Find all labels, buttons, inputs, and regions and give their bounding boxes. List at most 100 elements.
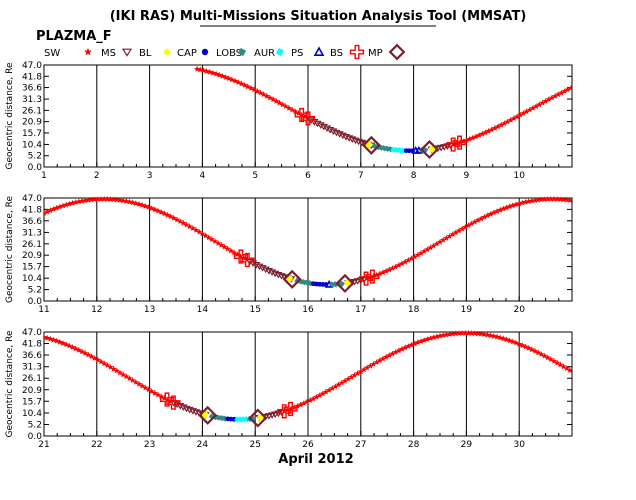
bl-point (428, 145, 436, 153)
legend: SW MS BL CAP LOBS AUR PS BS MP (44, 43, 406, 61)
y-tick-label: 10.4 (22, 409, 42, 419)
orbit-point-sw (402, 258, 409, 265)
orbit-point-sw (167, 213, 174, 220)
orbit-trace (44, 329, 572, 428)
orbit-point-sw (203, 68, 210, 74)
orbit-point-sw (85, 196, 92, 203)
mp-crossing (335, 273, 355, 293)
y-tick-label: 31.3 (22, 363, 42, 373)
orbit-point-sw (501, 120, 508, 126)
orbit-point-sw (174, 216, 181, 223)
orbit-point-sw (468, 330, 475, 336)
orbit-point-sw (297, 401, 304, 408)
orbit-point-sw (503, 204, 510, 211)
orbit-point-sw (402, 344, 409, 351)
y-tick-label: 47.0 (22, 61, 42, 71)
legend-marker-ms (121, 48, 133, 57)
x-tick-label: 1 (41, 171, 47, 181)
orbit-point-sw (398, 260, 405, 267)
x-tick-label: 24 (197, 440, 209, 450)
panel-3: 0.0 5.210.4 15.720.9 26.131.3 36.641.8 47.0 21… (5, 328, 573, 450)
orbit-point-sw (200, 67, 207, 73)
orbit-point-sw (44, 208, 51, 215)
orbit-point-sw (494, 208, 501, 214)
orbit-point-sw (60, 202, 67, 209)
orbit-point-ms (313, 120, 322, 128)
y-axis-title: Geocentric distance, Re (5, 330, 15, 437)
orbit-point-sw (270, 96, 277, 103)
orbit-point-sw (69, 344, 76, 350)
y-tick-label: 31.3 (22, 95, 42, 105)
orbit-point-sw (433, 240, 440, 247)
orbit-point-sw (75, 198, 82, 205)
y-tick-label: 20.9 (22, 386, 42, 396)
x-tick-label: 16 (302, 305, 314, 315)
orbit-point-sw (525, 198, 532, 204)
mp-crossing (198, 405, 218, 425)
orbit-point-sw (123, 373, 130, 380)
orbit-point-sw (139, 202, 146, 208)
orbit-point-ms (252, 262, 261, 269)
orbit-point-sw (433, 333, 440, 340)
y-tick-label: 26.1 (22, 240, 42, 250)
y-tick-label: 15.7 (22, 263, 42, 273)
orbit-point-sw (469, 134, 476, 141)
orbit-point-sw (535, 349, 542, 356)
orbit-point-sw (427, 244, 434, 251)
legend-label-mp: MP (368, 48, 383, 59)
orbit-point-sw (395, 262, 402, 268)
orbit-point-sw (136, 380, 143, 387)
orbit-point-sw (528, 197, 535, 204)
orbit-point-sw (117, 369, 124, 376)
orbit-point-sw (44, 210, 47, 216)
orbit-point-sw (386, 352, 393, 358)
orbit-point-sw (282, 103, 289, 109)
orbit-point-sw (539, 99, 546, 106)
orbit-point-sw (481, 213, 488, 220)
orbit-point-sw (88, 196, 95, 203)
x-tick-label: 19 (461, 305, 473, 315)
orbit-point-sw (459, 330, 466, 336)
y-tick-label: 10.4 (22, 274, 42, 284)
orbit-point-sw (462, 223, 469, 230)
orbit-point-sw (468, 220, 475, 227)
orbit-point-sw (490, 209, 497, 216)
orbit-point-sw (513, 339, 520, 346)
orbit-point-sw (376, 357, 383, 364)
x-tick-label: 11 (38, 305, 49, 315)
bl-point (257, 414, 264, 421)
orbit-point-sw (126, 375, 133, 381)
orbit-point-sw (488, 126, 495, 133)
orbit-point-sw (523, 108, 530, 115)
orbit-point-sw (177, 218, 184, 224)
orbit-point-sw (107, 196, 114, 202)
bs-crossing (233, 249, 249, 264)
orbit-point-sw (478, 330, 485, 337)
x-tick-label: 12 (91, 305, 102, 315)
orbit-point-sw (564, 86, 571, 93)
orbit-point-sw (421, 337, 428, 343)
orbit-point-ms (268, 412, 277, 419)
orbit-point-sw (279, 101, 286, 108)
orbit-point-sw (263, 93, 270, 99)
orbit-point-sw (351, 372, 358, 378)
orbit-point-sw (547, 195, 554, 202)
y-tick-label: 36.6 (22, 84, 42, 94)
orbit-point-ms (322, 125, 332, 132)
orbit-point-sw (542, 98, 549, 104)
legend-marker-ps (313, 46, 325, 57)
x-tick-label: 10 (513, 171, 525, 181)
x-tick-label: 18 (408, 305, 420, 315)
orbit-point-sw (522, 198, 529, 205)
y-tick-label: 10.4 (22, 140, 42, 150)
orbit-point-sw (94, 196, 101, 202)
orbit-point-sw (558, 89, 565, 96)
orbit-point-sw (475, 330, 482, 337)
orbit-point-sw (329, 385, 336, 391)
orbit-point-ms (261, 266, 270, 274)
orbit-point-ms (271, 411, 280, 419)
y-axis-title: Geocentric distance, Re (5, 62, 15, 169)
y-tick-label: 47.0 (22, 328, 42, 338)
orbit-point-sw (104, 362, 111, 368)
